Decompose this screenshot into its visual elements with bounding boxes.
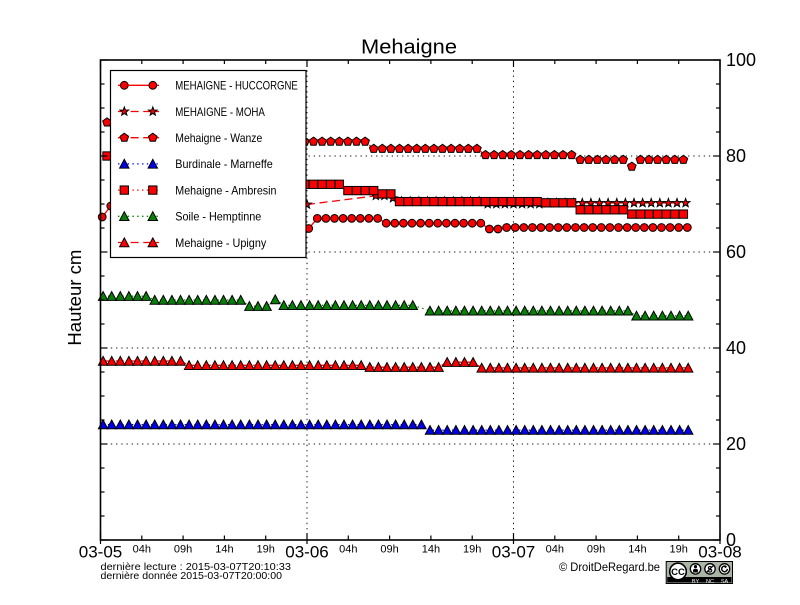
svg-text:04h: 04h [546,544,564,556]
svg-text:40: 40 [726,338,746,358]
svg-text:100: 100 [726,50,756,70]
svg-text:0: 0 [726,530,736,550]
svg-text:03-07: 03-07 [492,543,535,562]
svg-text:MEHAIGNE - HUCCORGNE: MEHAIGNE - HUCCORGNE [175,79,297,93]
svg-text:MEHAIGNE - MOHA: MEHAIGNE - MOHA [175,105,265,119]
svg-text:80: 80 [726,146,746,166]
svg-text:03-05: 03-05 [79,543,122,562]
svg-text:03-06: 03-06 [285,543,328,562]
svg-text:04h: 04h [133,544,151,556]
svg-text:09h: 09h [587,544,605,556]
svg-text:20: 20 [726,434,746,454]
svg-text:dernière lecture : 2015-03-07T: dernière lecture : 2015-03-07T20:10:33 [101,561,292,573]
svg-text:© DroitDeRegard.be: © DroitDeRegard.be [559,560,660,574]
svg-text:19h: 19h [463,544,481,556]
svg-text:19h: 19h [670,544,688,556]
svg-text:Mehaigne: Mehaigne [361,37,457,59]
svg-text:09h: 09h [380,544,398,556]
svg-text:60: 60 [726,242,746,262]
svg-text:Soile - Hemptinne: Soile - Hemptinne [175,210,261,224]
svg-text:Hauteur cm: Hauteur cm [65,250,85,346]
svg-text:NC: NC [706,579,714,585]
svg-text:19h: 19h [257,544,275,556]
svg-text:14h: 14h [215,544,233,556]
svg-text:04h: 04h [339,544,357,556]
svg-text:BY: BY [692,579,700,585]
svg-text:Mehaigne - Upigny: Mehaigne - Upigny [175,236,266,250]
svg-text:SA: SA [721,579,729,585]
svg-text:09h: 09h [174,544,192,556]
svg-text:Mehaigne - Wanze: Mehaigne - Wanze [175,131,262,145]
svg-text:Mehaigne - Ambresin: Mehaigne - Ambresin [175,183,276,197]
svg-text:dernière donnée 2015-03-07T20: dernière donnée 2015-03-07T20:00:00 [101,570,283,582]
svg-text:14h: 14h [628,544,646,556]
svg-text:14h: 14h [422,544,440,556]
svg-text:03-08: 03-08 [698,543,741,562]
svg-text:Burdinale - Marneffe: Burdinale - Marneffe [175,157,273,171]
svg-text:CC: CC [671,567,685,578]
